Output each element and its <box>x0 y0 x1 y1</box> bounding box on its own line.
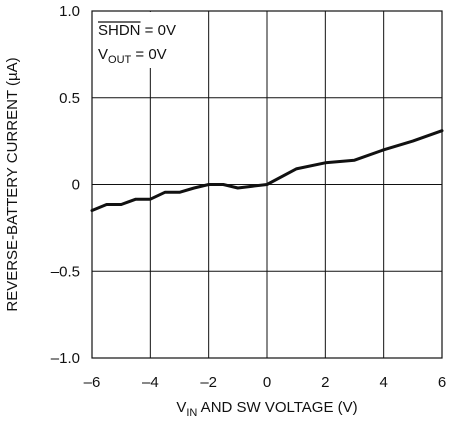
x-tick-label: –4 <box>142 374 159 391</box>
y-tick-label: –1.0 <box>51 350 80 367</box>
condition-vout-main: V <box>98 46 108 63</box>
x-tick-label: 0 <box>263 374 271 391</box>
x-tick-labels: –6 –4 –2 0 2 4 6 <box>84 374 447 391</box>
condition-vout-rest: = 0V <box>131 46 166 63</box>
x-tick-label: –2 <box>200 374 217 391</box>
x-tick-label: –6 <box>84 374 101 391</box>
x-tick-label: 4 <box>379 374 387 391</box>
condition-vout-sub: OUT <box>108 54 132 66</box>
x-tick-label: 6 <box>438 374 446 391</box>
y-tick-label: –0.5 <box>51 263 80 280</box>
x-tick-label: 2 <box>321 374 329 391</box>
condition-shdn-rest: = 0V <box>141 22 176 39</box>
y-tick-label: 0.5 <box>59 90 80 107</box>
y-tick-labels: 1.0 0.5 0 –0.5 –1.0 <box>51 3 80 367</box>
y-tick-label: 1.0 <box>59 3 80 20</box>
legend-background <box>93 12 193 68</box>
conditions-legend: SHDN = 0V VOUT = 0V <box>93 12 193 68</box>
x-axis-title-rest: AND SW VOLTAGE (V) <box>197 399 357 416</box>
condition-vout: VOUT = 0V <box>98 46 167 66</box>
condition-shdn-main: SHDN <box>98 22 141 39</box>
condition-shdn: SHDN = 0V <box>98 22 176 39</box>
x-axis-title-main: V <box>176 399 186 416</box>
series-line <box>90 129 444 212</box>
y-axis-title: REVERSE-BATTERY CURRENT (µA) <box>4 57 21 311</box>
y-tick-label: 0 <box>72 177 80 194</box>
x-axis-title: VIN AND SW VOLTAGE (V) <box>176 399 357 419</box>
plot-frame <box>91 10 443 359</box>
x-axis-title-sub: IN <box>186 407 197 419</box>
